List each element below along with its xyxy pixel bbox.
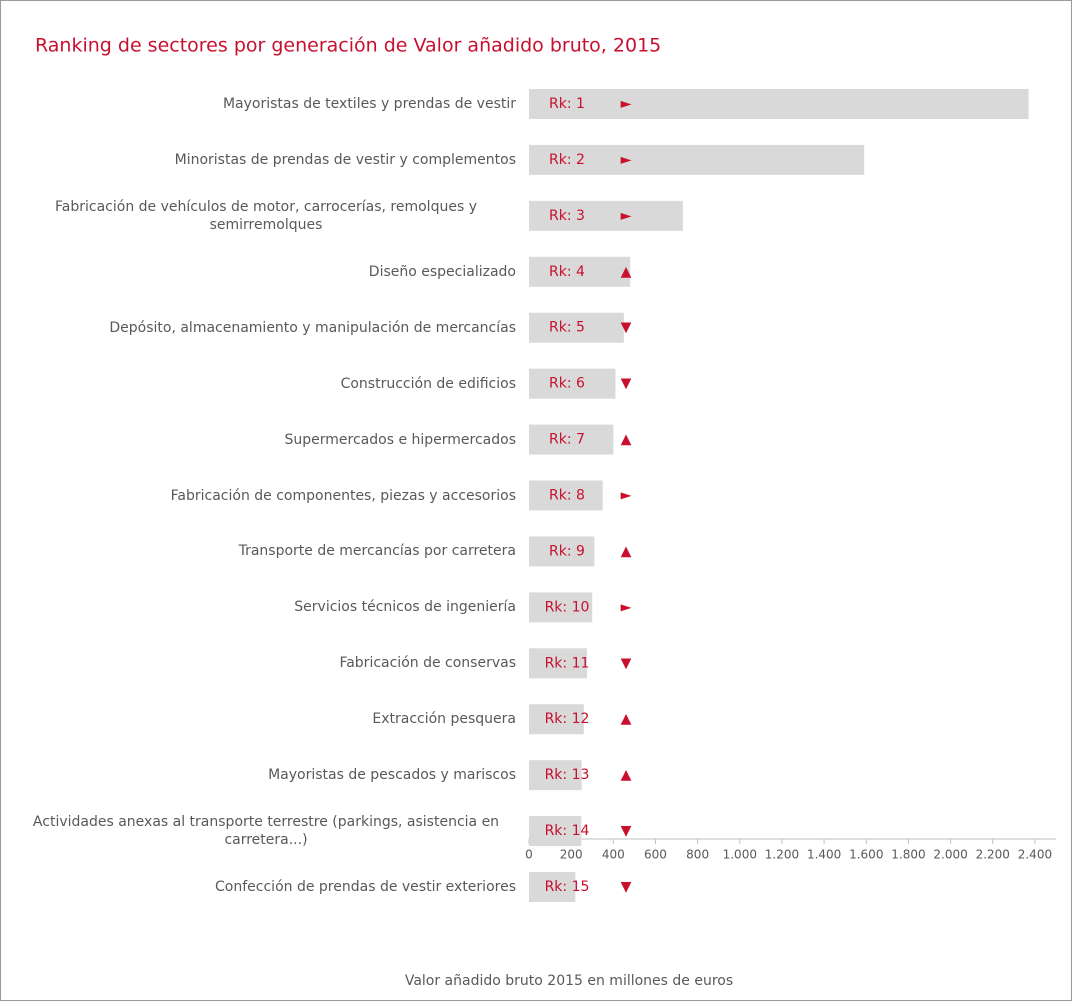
y-tick-label: Fabricación de vehículos de motor, carro… [55,198,477,233]
rank-label: Rk: 1 [549,96,585,112]
category-label-box: Actividades anexas al transporte terrest… [16,813,516,849]
bar [529,144,865,175]
rank-label: Rk: 11 [545,655,590,671]
y-tick-label: Minoristas de prendas de vestir y comple… [174,151,516,168]
y-tick-label: Actividades anexas al transporte terrest… [32,814,500,849]
trend-marker: ▼ [621,376,632,392]
category-label-box: Extracción pesquera [16,710,516,728]
trend-marker: ► [621,599,632,615]
y-tick-label: Supermercados e hipermercados [284,431,517,448]
rank-label: Rk: 3 [549,208,585,224]
category-label-box: Mayoristas de pescados y mariscos [16,766,516,784]
bar [529,200,683,231]
rank-label: Rk: 8 [549,488,585,504]
category-label-box: Mayoristas de textiles y prendas de vest… [16,95,516,113]
bar [529,89,1029,119]
rank-label: Rk: 14 [545,823,590,839]
bar [529,872,576,903]
trend-marker: ► [621,208,632,224]
category-label-box: Minoristas de prendas de vestir y comple… [16,151,516,169]
bar [529,424,614,455]
bar [529,648,587,679]
x-tick-label: 2.200 [976,848,1010,862]
trend-marker: ► [621,488,632,504]
category-label-box: Depósito, almacenamiento y manipulación … [16,319,516,337]
y-tick-label: Transporte de mercancías por carretera [238,543,516,560]
category-label-box: Transporte de mercancías por carretera [16,542,516,560]
rank-label: Rk: 13 [545,767,590,783]
bar [529,312,624,343]
x-tick-label: 1.600 [849,848,883,862]
category-label-box: Construcción de edificios [16,375,516,393]
x-tick-label: 0 [525,848,533,862]
y-tick-label: Confección de prendas de vestir exterior… [215,879,516,896]
trend-marker: ▲ [621,543,632,559]
category-label-box: Fabricación de conservas [16,654,516,672]
bar [529,256,631,287]
x-tick-label: 1.400 [807,848,841,862]
trend-marker: ▲ [621,264,632,280]
bar [529,760,582,791]
trend-marker: ► [621,152,632,168]
x-tick-label: 2.400 [1018,848,1052,862]
y-tick-label: Servicios técnicos de ingeniería [294,599,516,616]
category-label-box: Confección de prendas de vestir exterior… [16,878,516,896]
x-tick-label: 400 [602,848,625,862]
category-label-box: Fabricación de vehículos de motor, carro… [16,198,516,234]
rank-label: Rk: 5 [549,320,585,336]
y-tick-label: Fabricación de componentes, piezas y acc… [170,487,516,504]
rank-label: Rk: 9 [549,543,585,559]
trend-marker: ▼ [621,655,632,671]
x-tick-label: 200 [560,848,583,862]
x-tick-label: 1.200 [765,848,799,862]
bar [529,480,603,511]
rank-label: Rk: 10 [545,599,590,615]
rank-label: Rk: 6 [549,376,585,392]
bar [529,816,582,847]
rank-label: Rk: 7 [549,432,585,448]
chart-title: Ranking de sectores por generación de Va… [35,35,661,57]
category-label-box: Servicios técnicos de ingeniería [16,598,516,616]
rank-label: Rk: 2 [549,152,585,168]
trend-marker: ▼ [621,320,632,336]
trend-marker: ▲ [621,711,632,727]
x-axis-label: Valor añadido bruto 2015 en millones de … [405,973,733,989]
y-tick-label: Diseño especializado [368,263,516,280]
category-label-box: Fabricación de componentes, piezas y acc… [16,487,516,505]
trend-marker: ▲ [621,767,632,783]
rank-label: Rk: 4 [549,264,585,280]
category-label-box: Supermercados e hipermercados [16,431,517,449]
y-tick-label: Mayoristas de pescados y mariscos [268,767,516,784]
bar [529,704,584,735]
x-tick-label: 1.000 [723,848,757,862]
trend-marker: ▼ [621,823,632,839]
rank-label: Rk: 12 [545,711,590,727]
bar [529,536,595,567]
x-tick-label: 2.000 [933,848,967,862]
x-tick-label: 800 [686,848,709,862]
category-label-box: Diseño especializado [16,263,516,281]
y-tick-label: Depósito, almacenamiento y manipulación … [109,319,516,336]
y-tick-label: Construcción de edificios [340,375,516,392]
y-tick-label: Extracción pesquera [372,711,516,728]
rank-label: Rk: 15 [545,879,590,895]
trend-marker: ▼ [621,879,632,895]
y-tick-label: Mayoristas de textiles y prendas de vest… [222,96,516,112]
bar [529,592,593,623]
trend-marker: ▲ [621,432,632,448]
x-tick-label: 1.800 [891,848,925,862]
trend-marker: ► [621,96,632,112]
bar [529,368,616,399]
x-tick-label: 600 [644,848,667,862]
y-tick-label: Fabricación de conservas [339,655,516,672]
